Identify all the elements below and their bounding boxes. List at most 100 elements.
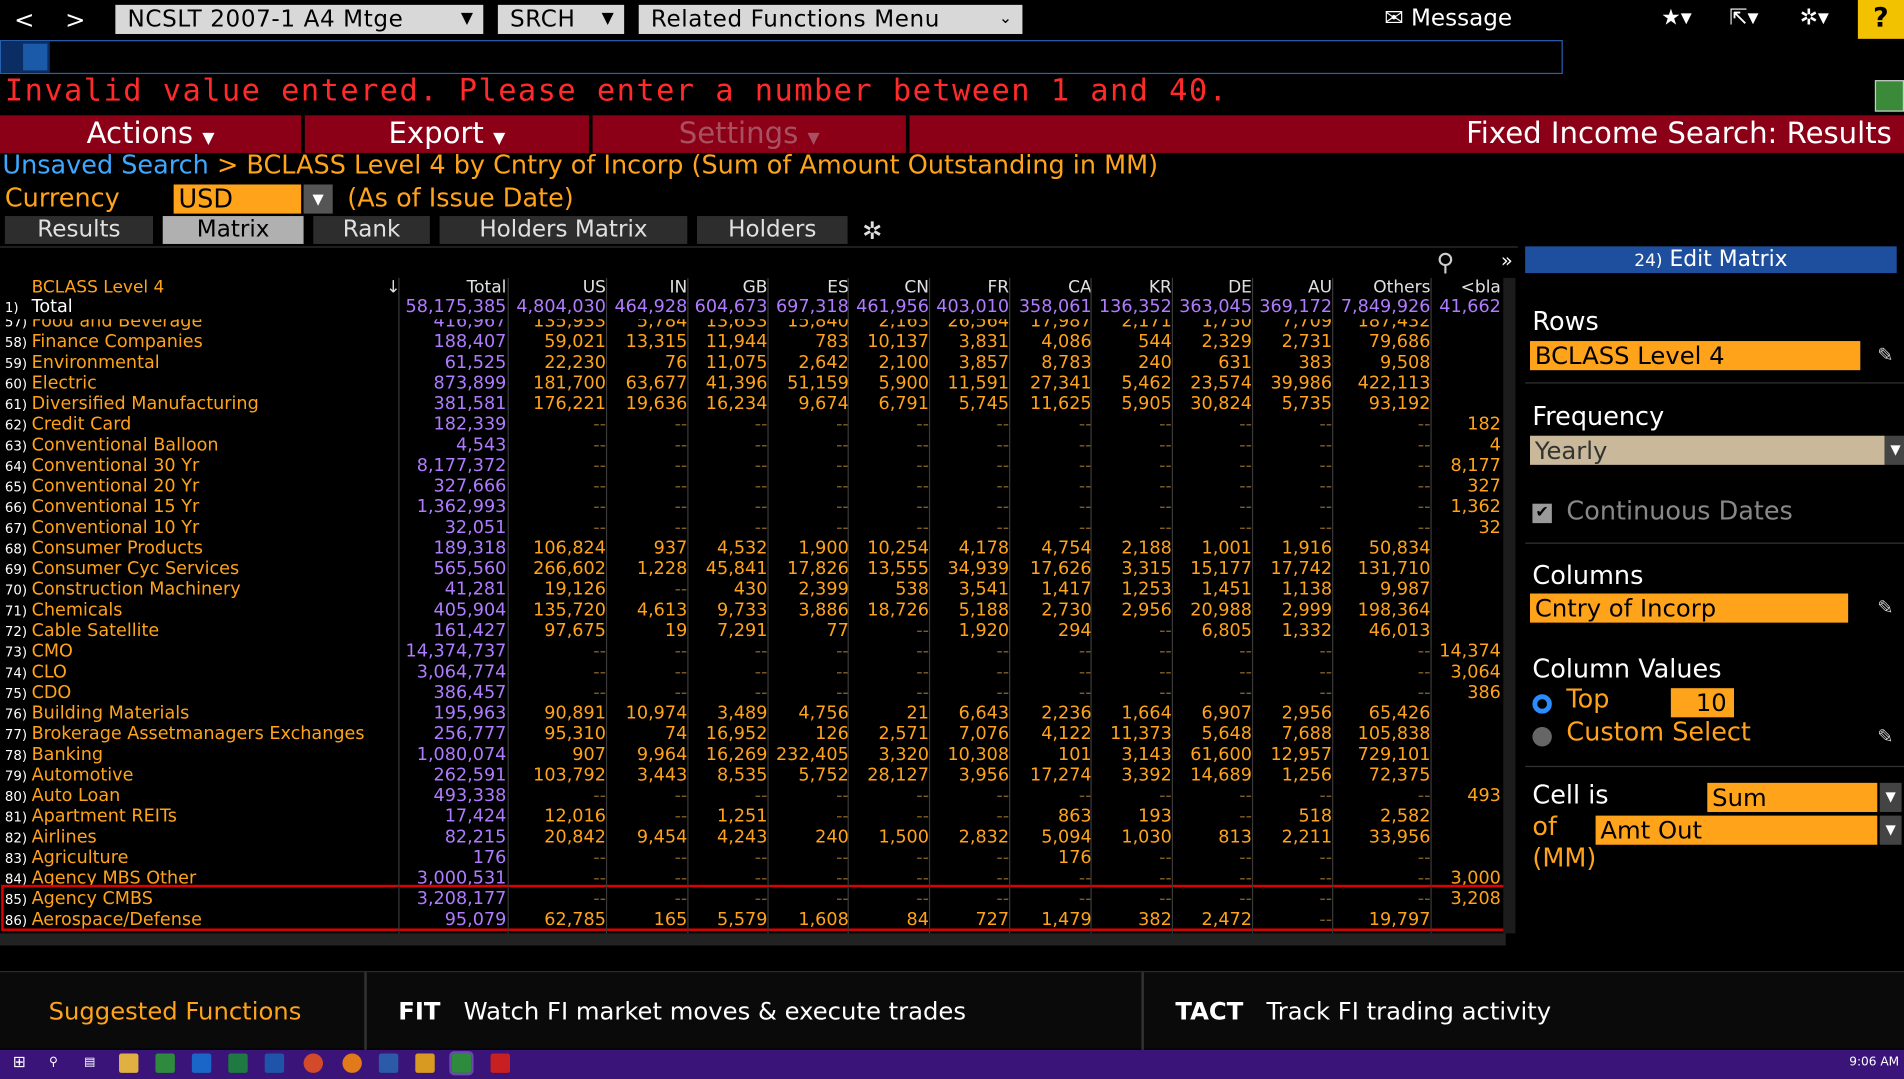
unsaved-search-link[interactable]: Unsaved Search xyxy=(2,150,209,180)
table-cell[interactable]: -- xyxy=(1319,683,1333,703)
table-cell[interactable]: -- xyxy=(916,683,929,703)
table-cell[interactable]: 187,432 xyxy=(1357,311,1431,332)
table-cell[interactable]: 136,352 xyxy=(1098,297,1172,317)
table-cell[interactable]: 17,742 xyxy=(1270,559,1333,579)
table-cell[interactable]: -- xyxy=(593,642,606,662)
table-cell[interactable]: -- xyxy=(916,869,929,889)
table-cell[interactable]: -- xyxy=(1239,807,1252,827)
table-cell[interactable]: 193 xyxy=(1138,807,1172,827)
table-cell[interactable]: 3,064 xyxy=(1450,662,1501,683)
table-cell[interactable]: 19 xyxy=(664,621,688,641)
table-cell[interactable]: 9,508 xyxy=(1380,353,1431,373)
table-row[interactable]: 72) Cable Satellite 161,427 97,675 19 7,291 77… xyxy=(0,621,1506,642)
table-cell[interactable]: 165 xyxy=(653,910,688,930)
table-cell[interactable]: 101 xyxy=(1058,745,1092,765)
table-cell[interactable]: 27,341 xyxy=(1030,373,1092,394)
table-row[interactable]: 64) Conventional 30 Yr 8,177,372 -- -- -- -- --… xyxy=(0,456,1506,477)
table-row[interactable]: 66) Conventional 15 Yr 1,362,993 -- -- -- -- --… xyxy=(0,498,1506,519)
table-cell[interactable]: 135,933 xyxy=(533,311,606,332)
table-cell[interactable]: -- xyxy=(1239,518,1252,538)
table-cell[interactable]: 3,143 xyxy=(1121,745,1172,765)
table-cell[interactable]: 2,211 xyxy=(1281,827,1333,848)
column-header[interactable]: CN xyxy=(904,277,929,298)
table-cell[interactable]: 518 xyxy=(1298,807,1333,827)
table-cell[interactable]: 1,080,074 xyxy=(416,745,507,765)
table-cell[interactable]: 2,956 xyxy=(1281,703,1333,724)
table-cell[interactable]: 544 xyxy=(1138,332,1172,352)
table-cell[interactable]: 41,662 xyxy=(1439,297,1501,317)
table-cell[interactable]: 727 xyxy=(975,910,1010,930)
table-cell[interactable]: 14,689 xyxy=(1190,765,1252,786)
table-cell[interactable]: 4,754 xyxy=(1041,538,1092,559)
table-cell[interactable]: 46,013 xyxy=(1368,621,1431,641)
table-cell[interactable]: -- xyxy=(836,435,849,456)
table-cell[interactable]: 565,560 xyxy=(433,559,507,579)
column-header[interactable]: Total xyxy=(466,277,507,298)
table-cell[interactable]: 5,188 xyxy=(958,600,1010,621)
pencil-icon[interactable]: ✎ xyxy=(1877,724,1894,748)
table-cell[interactable]: 14,374,737 xyxy=(405,642,507,662)
table-cell[interactable]: 16,269 xyxy=(705,745,768,765)
table-cell[interactable]: -- xyxy=(1319,848,1333,868)
table-cell[interactable]: -- xyxy=(1319,435,1333,456)
table-cell[interactable]: -- xyxy=(593,518,606,538)
table-cell[interactable]: 11,373 xyxy=(1110,724,1172,745)
tab-matrix[interactable]: Matrix xyxy=(162,216,304,244)
table-cell[interactable]: 3,886 xyxy=(798,600,849,621)
table-cell[interactable]: 11,075 xyxy=(705,353,768,373)
row-label[interactable]: Consumer Products xyxy=(31,538,203,559)
table-cell[interactable]: 161,427 xyxy=(433,621,507,641)
table-cell[interactable]: 4 xyxy=(1489,435,1501,456)
table-cell[interactable]: -- xyxy=(996,497,1010,518)
forward-button[interactable]: > xyxy=(65,4,86,34)
table-cell[interactable]: -- xyxy=(996,683,1010,703)
table-cell[interactable]: -- xyxy=(754,456,768,476)
table-cell[interactable]: -- xyxy=(916,848,929,868)
table-cell[interactable]: 79,686 xyxy=(1368,332,1431,352)
table-cell[interactable]: 1,479 xyxy=(1041,910,1092,930)
table-cell[interactable]: 90,891 xyxy=(544,703,606,724)
table-cell[interactable]: 416,967 xyxy=(433,311,507,332)
row-label[interactable]: Electric xyxy=(31,373,97,394)
table-cell[interactable]: -- xyxy=(754,869,768,889)
table-cell[interactable]: -- xyxy=(916,786,929,806)
table-cell[interactable]: 363,045 xyxy=(1179,297,1252,317)
row-label[interactable]: Agency CMBS xyxy=(31,889,153,910)
table-cell[interactable]: 62,785 xyxy=(544,910,606,930)
table-cell[interactable]: 82,215 xyxy=(444,827,507,848)
table-cell[interactable]: 2,399 xyxy=(798,580,849,600)
table-cell[interactable]: 294 xyxy=(1058,621,1092,641)
table-cell[interactable]: -- xyxy=(1417,848,1431,868)
back-button[interactable]: < xyxy=(14,4,35,34)
table-cell[interactable]: -- xyxy=(674,435,688,456)
table-cell[interactable]: 4,122 xyxy=(1041,724,1092,745)
table-cell[interactable]: -- xyxy=(1159,518,1172,538)
row-label[interactable]: Conventional 30 Yr xyxy=(31,456,200,476)
table-cell[interactable]: 13,555 xyxy=(867,559,929,579)
row-label[interactable]: Total xyxy=(31,297,73,317)
table-cell[interactable]: 11,625 xyxy=(1030,394,1092,414)
sort-icon[interactable]: ↓ xyxy=(386,277,401,298)
table-cell[interactable]: 1,001 xyxy=(1201,538,1252,559)
table-cell[interactable]: 383 xyxy=(1298,353,1333,373)
firefox-icon[interactable] xyxy=(342,1053,362,1073)
table-cell[interactable]: 30,824 xyxy=(1190,394,1252,414)
table-cell[interactable]: -- xyxy=(674,662,688,683)
table-cell[interactable]: 23,574 xyxy=(1190,373,1252,394)
table-cell[interactable]: -- xyxy=(996,476,1010,497)
table-cell[interactable]: 262,591 xyxy=(433,765,507,786)
table-cell[interactable]: -- xyxy=(916,662,929,683)
table-cell[interactable]: -- xyxy=(754,786,768,806)
table-cell[interactable]: 20,988 xyxy=(1190,600,1252,621)
table-cell[interactable]: 95,079 xyxy=(444,910,507,930)
table-cell[interactable]: 10,137 xyxy=(867,332,929,352)
table-row[interactable]: 62) Credit Card 182,339 -- -- -- -- -- -- -- -- -- -… xyxy=(0,415,1506,436)
table-cell[interactable]: 403,010 xyxy=(936,297,1010,317)
table-cell[interactable]: -- xyxy=(674,807,688,827)
table-row[interactable]: 85) Agency CMBS 3,208,177 -- -- -- -- -- -- -- -- -… xyxy=(0,890,1506,911)
table-cell[interactable]: 631 xyxy=(1218,353,1252,373)
table-cell[interactable]: 813 xyxy=(1218,827,1252,848)
table-cell[interactable]: 3,831 xyxy=(958,332,1010,352)
table-cell[interactable]: 381,581 xyxy=(433,394,507,414)
row-label[interactable]: Consumer Cyc Services xyxy=(31,559,240,579)
